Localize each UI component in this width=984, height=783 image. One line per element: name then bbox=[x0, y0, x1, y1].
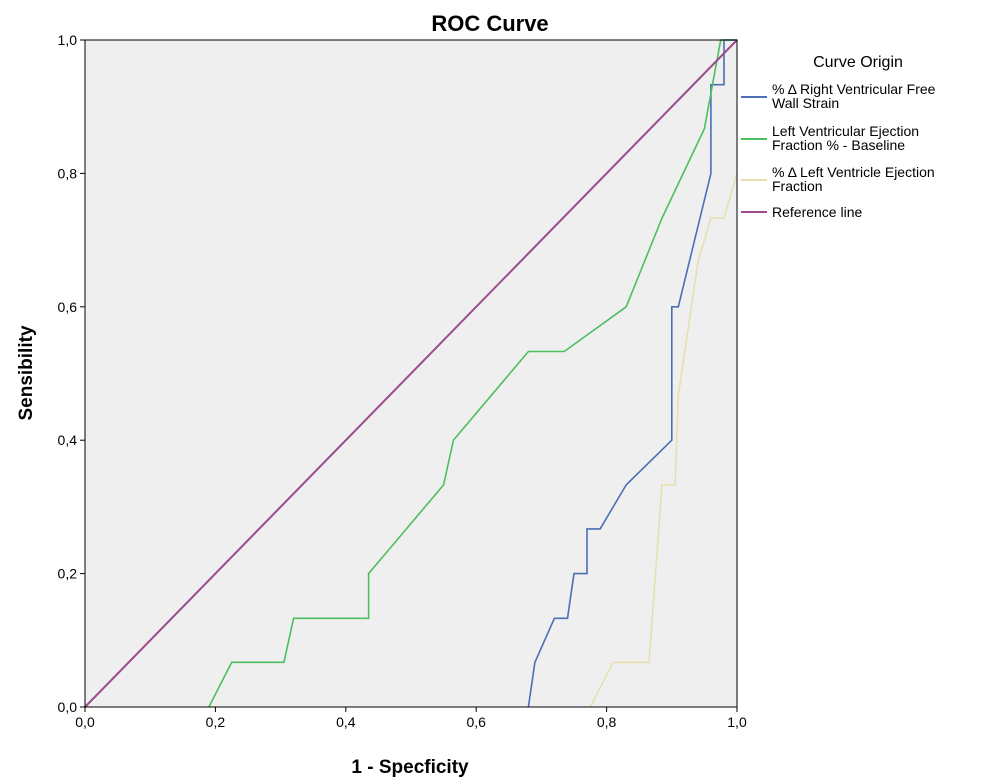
plot-frame bbox=[84, 39, 738, 708]
axis-ticks: 0,0 0,2 0,4 0,6 0,8 1,0 0,0 0,2 0,4 0,6 0,8 1,0 bbox=[58, 32, 747, 730]
x-tick-label: 0,8 bbox=[597, 714, 617, 730]
series-group bbox=[84, 39, 738, 708]
y-tick-label: 0,8 bbox=[58, 165, 78, 181]
legend-entry-text: % Δ Left Ventricle Ejection bbox=[772, 164, 935, 180]
x-tick-label: 0,6 bbox=[466, 714, 486, 730]
legend-entry-text: Fraction % - Baseline bbox=[772, 137, 905, 153]
y-axis-label: Sensibility bbox=[16, 325, 37, 420]
legend-title: Curve Origin bbox=[813, 54, 903, 71]
series-line-reference-line bbox=[84, 39, 738, 708]
y-tick-label: 0,4 bbox=[58, 432, 78, 448]
series-line-right-ventricular-free-wall-strain bbox=[527, 39, 737, 708]
y-tick-label: 0,6 bbox=[58, 299, 78, 315]
series-line-left-ventricle-ejection-fraction bbox=[589, 173, 738, 708]
x-tick-label: 0,2 bbox=[206, 714, 226, 730]
chart-title: ROC Curve bbox=[431, 11, 548, 36]
x-axis-label: 1 - Specficity bbox=[351, 757, 469, 778]
series-line-left-ventricular-ejection-fraction-baseline bbox=[208, 39, 737, 708]
y-tick-label: 0,2 bbox=[58, 566, 78, 582]
legend-entry-text: Reference line bbox=[772, 204, 862, 220]
y-tick-label: 1,0 bbox=[58, 32, 78, 48]
x-tick-label: 1,0 bbox=[727, 714, 747, 730]
legend-entry-text: Left Ventricular Ejection bbox=[772, 123, 919, 139]
x-tick-label: 0,0 bbox=[75, 714, 95, 730]
legend-entry-text: Wall Strain bbox=[772, 95, 839, 111]
x-tick-label: 0,4 bbox=[336, 714, 356, 730]
legend-entry-text: Fraction bbox=[772, 178, 823, 194]
legend-entry-text: % Δ Right Ventricular Free bbox=[772, 81, 936, 97]
y-tick-label: 0,0 bbox=[58, 699, 78, 715]
